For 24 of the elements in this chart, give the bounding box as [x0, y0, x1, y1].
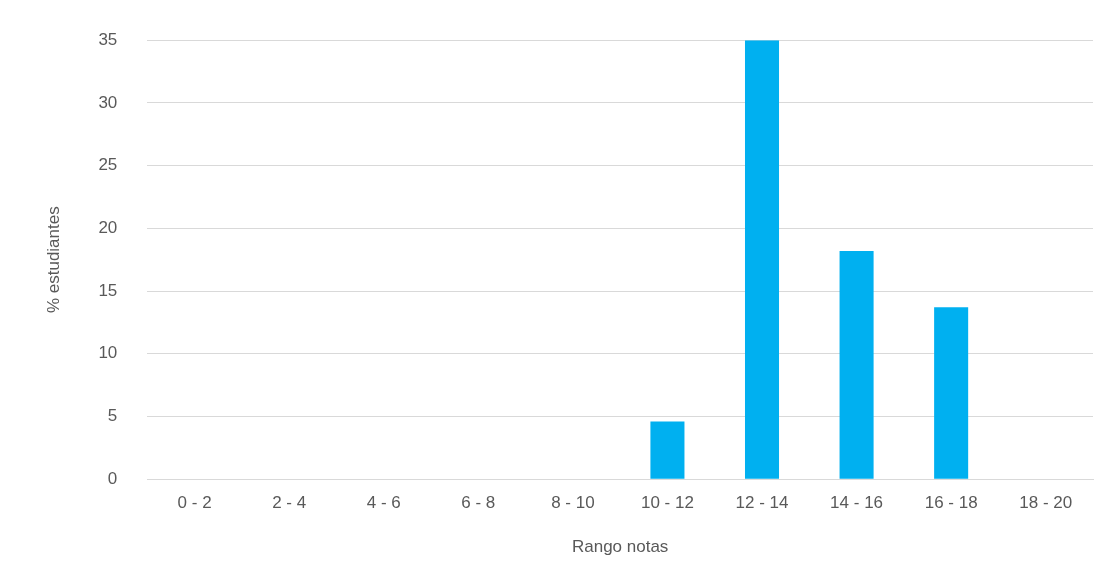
- x-tick-label: 6 - 8: [461, 493, 496, 513]
- bar: [744, 40, 780, 479]
- y-tick-label: 20: [98, 218, 118, 238]
- y-tick-label: 10: [98, 343, 118, 363]
- x-tick-label: 12 - 14: [735, 493, 789, 513]
- y-tick-label: 30: [98, 92, 118, 112]
- bar: [934, 307, 969, 479]
- y-tick-label: 5: [107, 406, 118, 426]
- y-tick-label: 25: [98, 155, 118, 175]
- bar: [839, 250, 874, 479]
- y-tick-label: 15: [98, 280, 118, 300]
- x-tick-label: 4 - 6: [366, 493, 401, 513]
- x-tick-label: 14 - 16: [830, 493, 884, 513]
- bar: [650, 421, 685, 479]
- x-axis-title: Rango notas: [571, 537, 669, 557]
- x-tick-label: 18 - 20: [1019, 493, 1073, 513]
- x-tick-label: 16 - 18: [924, 493, 978, 513]
- x-tick-label: 8 - 10: [551, 493, 595, 513]
- x-tick-label: 10 - 12: [640, 493, 694, 513]
- x-tick-label: 0 - 2: [177, 493, 212, 513]
- y-tick-label: 0: [107, 468, 118, 488]
- y-tick-label: 35: [98, 29, 118, 49]
- y-axis-title: % estudiantes: [43, 206, 63, 314]
- x-tick-label: 2 - 4: [272, 493, 307, 513]
